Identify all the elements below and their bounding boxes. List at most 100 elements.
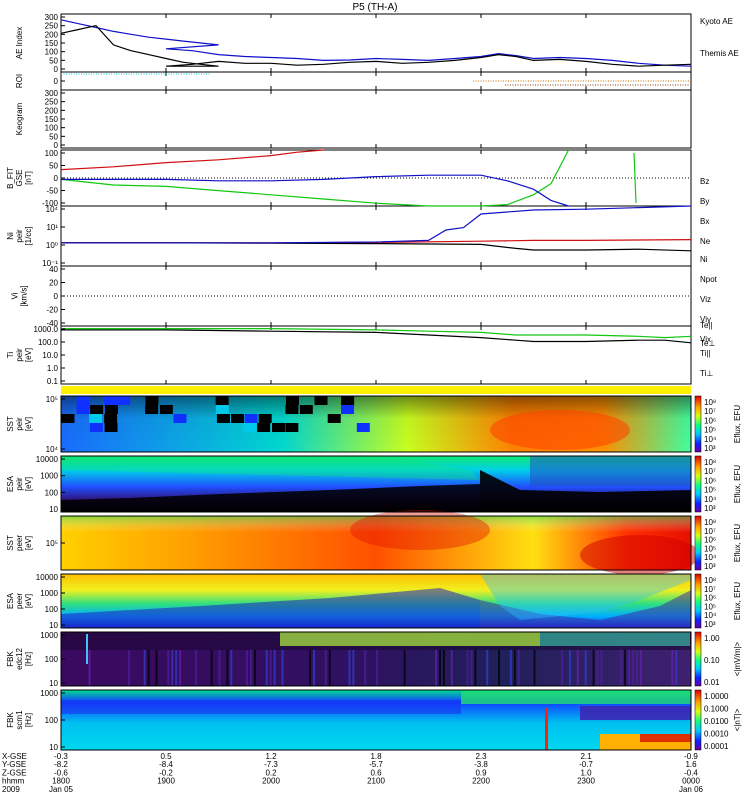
series-line-te [61, 329, 692, 344]
y-tick-label: 10 [49, 621, 58, 630]
x-tick-label: -8.4 [159, 760, 173, 769]
colorbar-tick-label: 10⁵ [704, 544, 716, 553]
colorbar-tick-label: 10⁸ [704, 576, 716, 585]
y-tick-label: 300 [45, 13, 59, 22]
colorbar-label: Eflux, EFU [733, 465, 742, 503]
colorbar [694, 573, 702, 629]
colorbar-tick-label: 10⁶ [704, 594, 716, 603]
x-tick-label: 1.8 [370, 752, 382, 761]
colorbar-tick-label: 10³ [704, 562, 716, 571]
x-tick-label: 1900 [157, 777, 175, 786]
y-tick-label: 50 [49, 162, 58, 171]
x-tick-label: -0.9 [684, 752, 698, 761]
y-tick-label: 50 [49, 56, 58, 65]
colorbar-tick-label: 10⁶ [704, 536, 716, 545]
series-line-by-jump [633, 152, 637, 204]
y-tick-label: 10⁵ [46, 539, 58, 548]
series-line-npot [61, 205, 692, 244]
spectrogram-fbk-scm1 [61, 690, 691, 750]
legend-entry: Ne [700, 237, 711, 246]
y-tick-label: 200 [45, 106, 59, 115]
legend-entry: Ti⊥ [700, 369, 713, 378]
panel-frame-esa_e [60, 573, 692, 629]
colorbar-tick-label: 10⁷ [704, 527, 716, 536]
colorbar-tick-label: 10⁸ [704, 398, 716, 407]
y-tick-label: 10¹ [46, 223, 58, 232]
y-tick-label: 0 [54, 174, 59, 183]
panel-frame-ni [60, 205, 692, 267]
series-line-kyotoae [60, 19, 692, 67]
colorbar-tick-label: 10³ [704, 444, 716, 453]
x-tick-label: 0.2 [265, 768, 277, 777]
y-tick-label: 150 [45, 115, 59, 124]
y-axis-label-ae: AE Index [15, 27, 24, 59]
y-axis-label-ni: Nipeir[1/cc] [6, 226, 33, 245]
y-tick-label: 1000 [40, 631, 58, 640]
y-axis-label-roi: ROI [15, 74, 24, 88]
y-tick-label: 100 [45, 48, 59, 57]
x-axis-row-label: Z-GSE [2, 768, 26, 777]
y-tick-label: 0 [54, 65, 59, 74]
colorbar [694, 395, 702, 453]
colorbar-tick-label: 10³ [704, 504, 716, 513]
series-line-bx [61, 174, 569, 207]
colorbar [694, 689, 702, 751]
x-tick-label: Jan 06 [679, 785, 704, 794]
panel-frame-sst_i [60, 395, 692, 453]
y-tick-label: 100 [45, 149, 59, 158]
x-axis-row-label: X-GSE [2, 752, 27, 761]
y-tick-label: 10000 [36, 455, 59, 464]
colorbar-tick-label: 1.0000 [704, 692, 729, 701]
y-axis-label-sst_e: SSTpeer[eV] [6, 535, 33, 551]
y-tick-label: 10.0 [42, 351, 58, 360]
x-tick-label: 2.3 [475, 752, 487, 761]
y-tick-label: 100 [45, 716, 59, 725]
x-tick-label: 2000 [262, 777, 280, 786]
colorbar-tick-label: 10⁴ [704, 435, 717, 444]
y-tick-label: 100 [45, 488, 59, 497]
colorbar-tick-label: 10⁵ [704, 602, 716, 611]
colorbar-tick-label: 0.0100 [704, 717, 729, 726]
x-tick-label: 0.6 [370, 768, 382, 777]
sst-header-strip [61, 386, 691, 394]
y-tick-label: 1.0 [47, 364, 59, 373]
colorbar-label: Eflux, EFU [733, 524, 742, 562]
x-axis-row-label: 2009 [2, 785, 20, 794]
x-tick-label: 1.2 [265, 752, 277, 761]
y-tick-label: 200 [45, 30, 59, 39]
y-tick-label: 1000.0 [34, 325, 59, 334]
x-tick-label: 1.0 [580, 768, 592, 777]
series-line-themisae [60, 24, 692, 67]
y-tick-label: 0 [54, 141, 59, 150]
colorbar-tick-label: 10³ [704, 620, 716, 629]
spectrogram-sst-electrons [61, 510, 700, 575]
y-tick-label: 1000 [40, 472, 58, 481]
series-line-ni [61, 242, 692, 252]
y-tick-label: 10⁴ [46, 445, 59, 454]
legend-entry: Viz [700, 295, 711, 304]
y-tick-label: 100 [45, 124, 59, 133]
x-tick-label: -0.2 [159, 768, 173, 777]
panel-frame-esa_i [60, 455, 692, 513]
colorbar-tick-label: 10⁸ [704, 518, 716, 527]
y-tick-label: 10⁴ [46, 205, 59, 214]
x-tick-label: 2100 [367, 777, 385, 786]
legend-entry: Ni [700, 255, 708, 264]
y-axis-label-keogram: Keogram [15, 102, 24, 135]
x-tick-label: -0.6 [54, 768, 68, 777]
y-axis-label-ti: Tipeir[eV] [6, 348, 33, 362]
colorbar-tick-label: 10⁴ [704, 553, 717, 562]
x-tick-label: -8.2 [54, 760, 68, 769]
panel-ae-index [60, 19, 692, 67]
y-tick-label: 0 [54, 292, 59, 301]
colorbar-tick-label: 10⁴ [704, 495, 717, 504]
colorbar-tick-label: 10⁸ [704, 458, 716, 467]
x-tick-label: 2300 [577, 777, 595, 786]
y-tick-label: 10⁻¹ [42, 259, 58, 268]
y-tick-label: 40 [49, 265, 58, 274]
spectrogram-esa-ions [61, 456, 691, 512]
panel-roi [61, 73, 690, 86]
y-tick-label: 100 [45, 655, 59, 664]
